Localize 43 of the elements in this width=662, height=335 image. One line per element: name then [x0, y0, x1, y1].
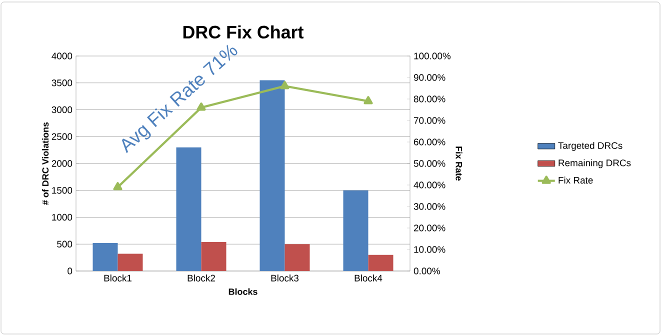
y2-tick-label: 80.00% — [414, 96, 446, 102]
y-tick-label: 3500 — [52, 80, 72, 86]
bar — [92, 243, 118, 271]
bar — [201, 242, 226, 271]
x-tick-label: Block1 — [104, 274, 132, 282]
y-axis-title: # of DRC Violations — [42, 122, 49, 205]
y-tick-label: 4000 — [52, 52, 72, 60]
y2-tick-label: 100.00% — [414, 52, 451, 60]
y2-tick-label: 90.00% — [414, 74, 446, 81]
point — [364, 96, 373, 104]
y2-tick-label: 0.00% — [414, 268, 440, 274]
y2-axis-title: Fix Rate — [456, 146, 462, 181]
y2-tick-label: 60.00% — [414, 138, 446, 146]
bar — [343, 190, 368, 271]
y2-tick-label: 10.00% — [414, 246, 446, 253]
point — [113, 182, 122, 190]
chart-title: DRC Fix Chart — [183, 25, 304, 38]
annotation: Avg Fix Rate 71% — [122, 44, 238, 154]
point — [280, 81, 290, 90]
x-tick-label: Block4 — [354, 274, 382, 282]
y2-tick-label: 30.00% — [414, 203, 446, 210]
x-axis-title: Blocks — [228, 288, 258, 295]
bar — [284, 244, 310, 271]
y2-tick-label: 70.00% — [414, 117, 446, 124]
y-tick-label: 500 — [57, 240, 72, 248]
y-tick-label: 1000 — [52, 214, 72, 221]
legend-label: Fix Rate — [558, 176, 593, 184]
x-tick-label: Block2 — [188, 274, 215, 282]
y-tick-label: 3000 — [52, 106, 72, 114]
bar — [260, 80, 285, 271]
bar — [368, 254, 394, 271]
bar — [118, 254, 143, 271]
y2-tick-label: 50.00% — [414, 160, 446, 167]
legend-label: Remaining DRCs — [558, 159, 631, 168]
legend-label: Targeted DRCs — [558, 142, 622, 151]
bar — [176, 147, 202, 271]
y2-tick-label: 20.00% — [414, 224, 446, 232]
x-tick-label: Block3 — [271, 274, 299, 282]
y-tick-label: 2000 — [52, 160, 72, 167]
y-tick-label: 1500 — [52, 187, 72, 194]
y2-tick-label: 40.00% — [414, 182, 446, 188]
y-tick-label: 0 — [68, 268, 72, 274]
y-tick-label: 2500 — [52, 133, 72, 140]
